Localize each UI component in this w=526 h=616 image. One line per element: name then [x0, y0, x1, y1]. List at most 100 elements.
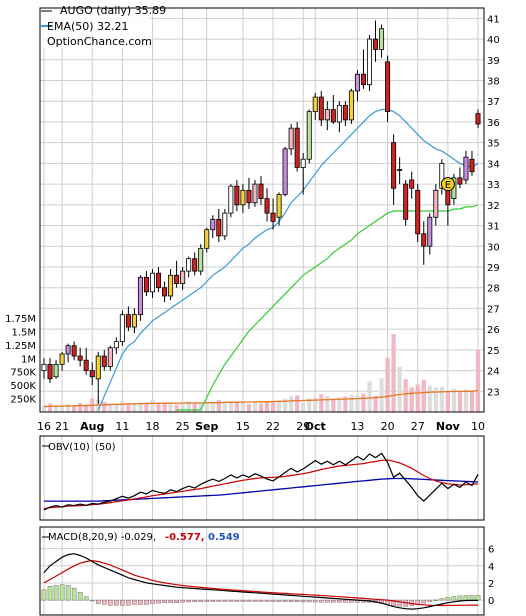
candle-body [264, 198, 270, 214]
candle-body [47, 363, 53, 380]
macd-signal-line [43, 559, 478, 607]
x-tick-label: 11 [115, 420, 129, 433]
macd-hist-bar [156, 599, 161, 604]
candle-body [415, 189, 421, 235]
candle-body [113, 341, 119, 349]
volume-bar [325, 395, 330, 412]
candle-body [379, 28, 385, 50]
macd-hist-bar [114, 599, 119, 606]
macd-hist-bar [433, 599, 439, 601]
macd-panel-frame [39, 526, 485, 616]
macd-hist-bar [421, 599, 427, 604]
volume-bar [59, 404, 65, 412]
x-tick-label: 18 [146, 420, 160, 433]
candle-body [330, 109, 336, 123]
volume-bar [295, 395, 300, 412]
macd-tick-label: 0 [488, 596, 494, 607]
candle-body [234, 185, 240, 206]
macd-hist-bar [463, 595, 469, 601]
price-tick-label: 23 [487, 387, 500, 398]
x-tick-label: 16 [37, 420, 51, 433]
obv-ma-line [43, 459, 479, 510]
volume-bar [283, 398, 288, 412]
candle-body [366, 38, 372, 86]
volume-bar [186, 401, 191, 412]
candle-body [198, 247, 204, 272]
macd-hist-bar [59, 584, 65, 601]
price-tick-label: 41 [487, 14, 500, 25]
candle-body [131, 314, 137, 328]
volume-bar [41, 405, 47, 412]
volume-bar [204, 402, 209, 412]
macd-hist-bar [306, 599, 312, 603]
candle-body [342, 104, 348, 121]
volume-tick-label: 250K [10, 395, 36, 406]
candle-layer: E [41, 20, 481, 404]
volume-bar [258, 403, 264, 412]
macd-hist-bar [397, 599, 402, 607]
macd-hist-bar [222, 599, 228, 602]
volume-bar [270, 401, 276, 412]
candle-body [71, 345, 77, 357]
legend: AUGO (daily) 35.89 EMA(50) 32.21 OptionC… [40, 4, 166, 48]
x-tick-label: 27 [411, 420, 425, 433]
obv-label: OBV(10) [48, 442, 90, 453]
candle-body [222, 212, 228, 237]
volume-bar [144, 402, 149, 412]
candle-body [403, 183, 409, 220]
price-panel-frame [39, 7, 485, 413]
volume-bar [403, 379, 408, 412]
volume-bar [385, 357, 390, 412]
earnings-marker [440, 177, 455, 192]
macd-hist-bar [204, 599, 210, 602]
macd-hist-label: 0.549 [208, 532, 240, 543]
volume-bar [421, 379, 426, 412]
obv-line [43, 452, 479, 511]
volume-tick-label: 1.5M [11, 327, 36, 338]
x-tick-label: 10 [471, 420, 485, 433]
volume-bar [150, 399, 155, 412]
macd-legend: MACD(8,20,9) -0.029, -0.577, 0.549 [42, 532, 240, 543]
macd-tick-label: 4 [488, 562, 494, 573]
macd-hist-bar [132, 599, 137, 605]
price-tick-label: 32 [487, 201, 500, 212]
macd-hist-bar [457, 595, 463, 601]
volume-bar [361, 393, 366, 412]
price-tick-label: 34 [487, 159, 500, 170]
volume-tick-label: 500K [10, 381, 36, 392]
volume-bar [337, 397, 342, 412]
macd-label: MACD(8,20,9) -0.029, [48, 532, 156, 543]
line-layer [43, 108, 479, 610]
volume-bar [373, 395, 378, 412]
candle-body [180, 270, 186, 284]
price-tick-label: 40 [487, 35, 500, 46]
macd-hist-bar [138, 599, 143, 605]
candle-body [270, 212, 276, 222]
volume-bar [415, 384, 420, 412]
candle-body [186, 258, 192, 272]
macd-hist-bar [210, 599, 216, 602]
obv-long-line [44, 477, 479, 502]
macd-hist-bar [216, 599, 222, 602]
candle-body [156, 272, 162, 289]
candle-body [83, 359, 89, 371]
volume-ma-line [43, 389, 479, 408]
volume-bar [409, 387, 414, 412]
macd-hist-bar [198, 599, 204, 602]
volume-bar [379, 378, 384, 412]
macd-hist-bar [101, 599, 107, 605]
volume-bar [439, 386, 444, 412]
macd-hist-bar [258, 599, 264, 602]
volume-bar [126, 403, 131, 412]
candle-body [312, 96, 318, 112]
candle-body [77, 355, 83, 361]
volume-bar [72, 405, 77, 412]
obv-legend: OBV(10) (50) [42, 442, 116, 453]
volume-bar [451, 388, 456, 412]
volume-tick-label: 750K [10, 368, 36, 379]
volume-bar [198, 402, 203, 412]
x-tick-label: 15 [236, 420, 250, 433]
macd-hist-bar [294, 599, 300, 603]
x-tick-label: 13 [350, 420, 364, 433]
macd-hist-bar [150, 599, 155, 604]
